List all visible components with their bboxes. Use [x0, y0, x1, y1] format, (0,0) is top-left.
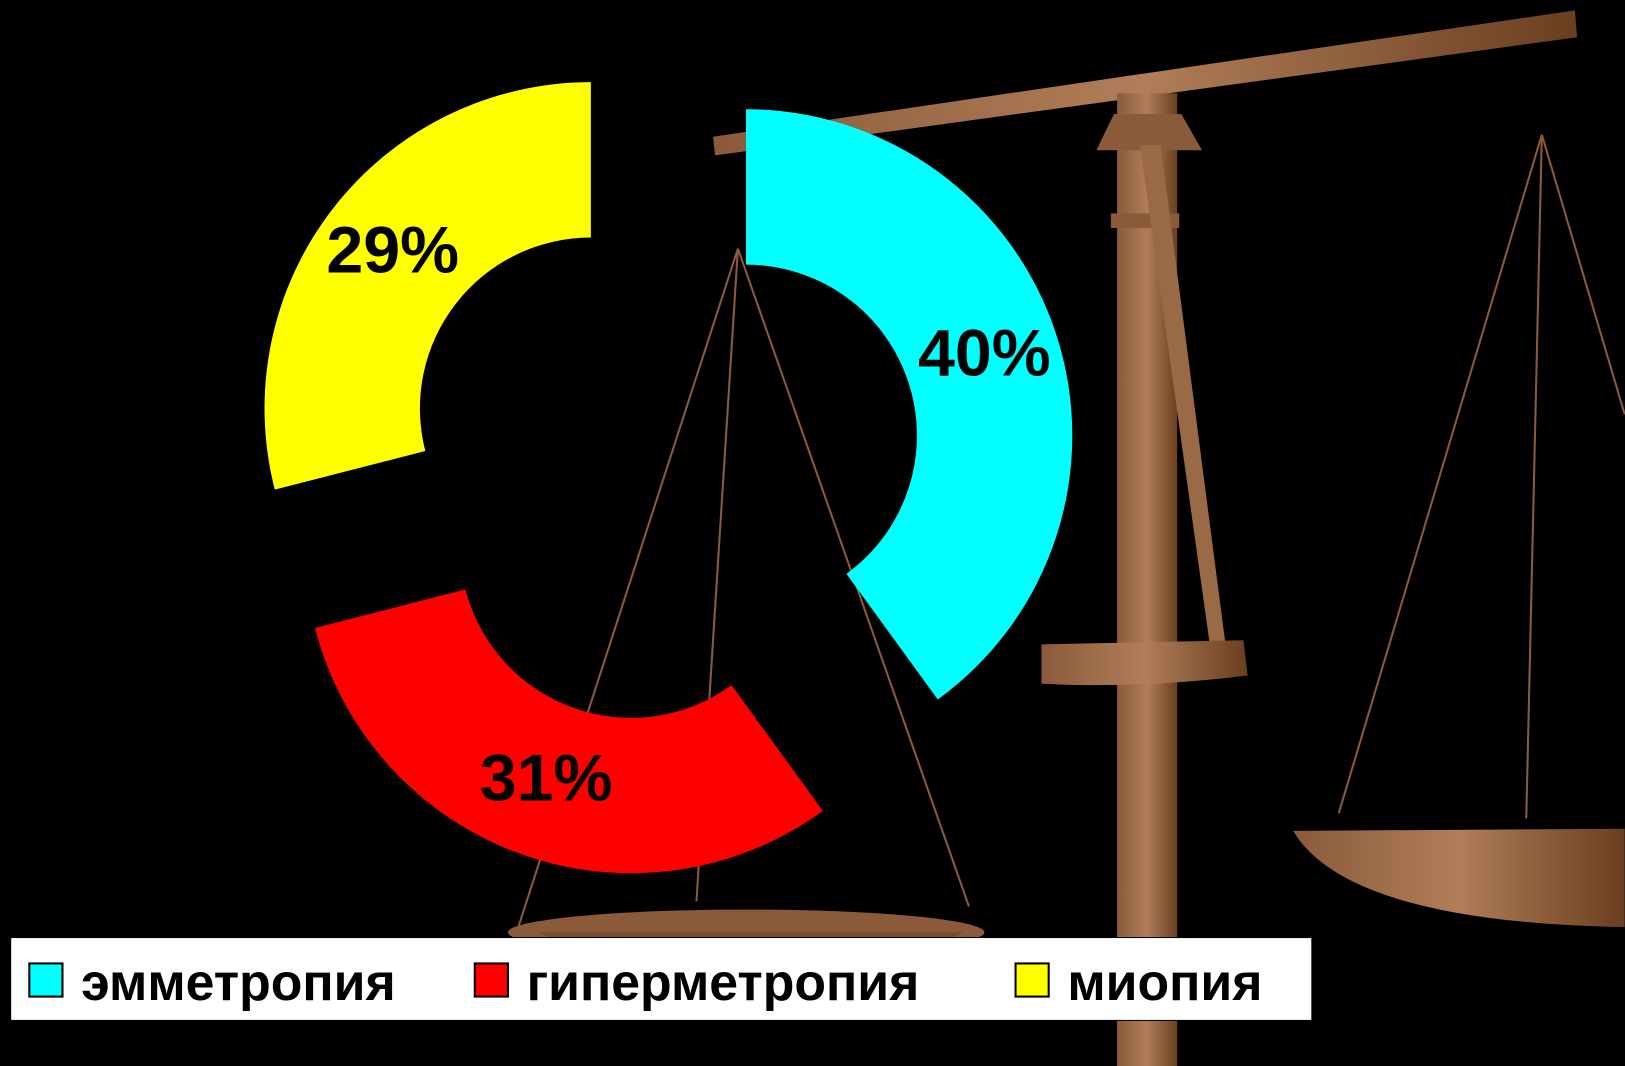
chart: 40% 31% 29% эмметропия гиперметропия миопия — [0, 0, 1625, 1066]
data-label: 31% — [480, 741, 613, 815]
legend-label: эмметропия — [81, 953, 396, 1011]
legend-label: гиперметропия — [527, 953, 920, 1011]
legend-swatch — [29, 963, 62, 996]
data-label: 29% — [326, 213, 459, 287]
data-label: 40% — [918, 317, 1051, 391]
legend-label: миопия — [1067, 953, 1262, 1011]
legend-swatch — [1016, 963, 1049, 996]
legend-swatch — [475, 963, 508, 996]
